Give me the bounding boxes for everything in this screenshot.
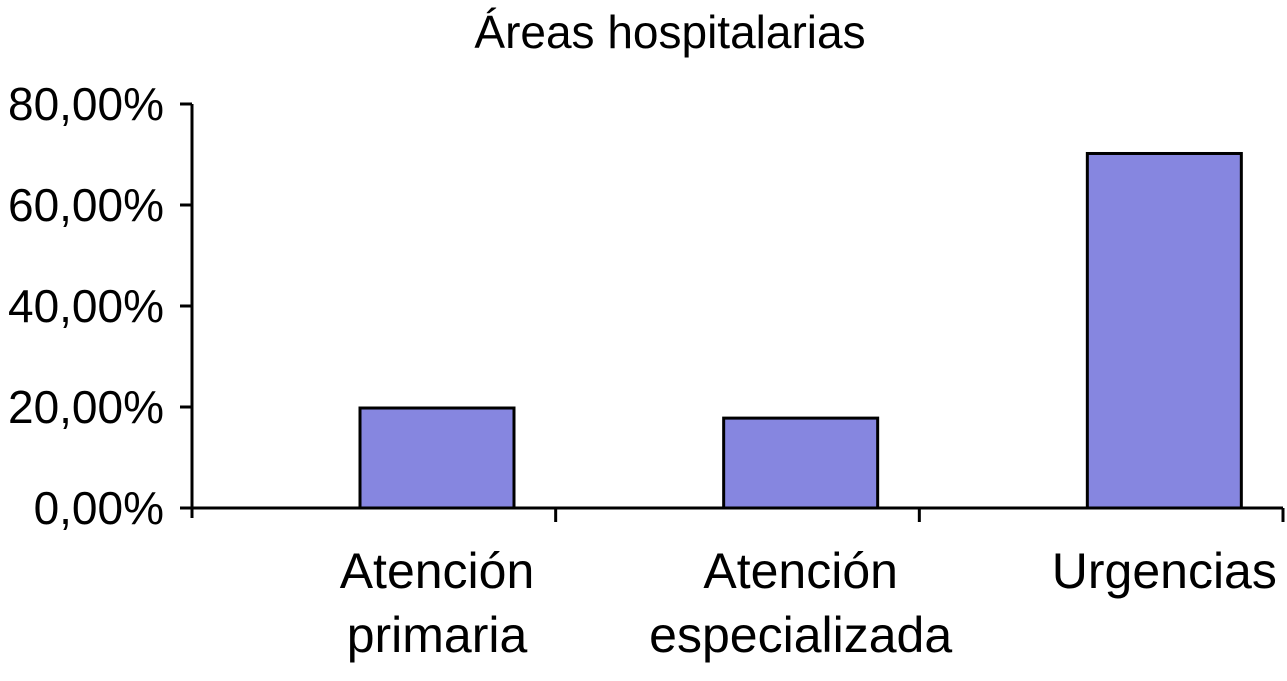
- y-tick-label: 80,00%: [8, 78, 164, 130]
- chart-title: Áreas hospitalarias: [474, 6, 865, 58]
- x-axis-ticks: Atención primaria Atención especializada Urg…: [340, 508, 1285, 663]
- bars: [358, 151, 1243, 510]
- y-tick-label: 0,00%: [34, 482, 164, 534]
- y-tick-label: 40,00%: [8, 280, 164, 332]
- y-tick-label: 60,00%: [8, 179, 164, 231]
- x-tick-label: Atención primaria: [340, 543, 535, 663]
- x-tick-label: Atención especializada: [649, 543, 952, 663]
- x-tick-label: Urgencias: [1052, 543, 1277, 599]
- bar: [1085, 151, 1243, 510]
- y-tick-label: 20,00%: [8, 381, 164, 433]
- bar: [358, 406, 516, 510]
- bar: [722, 416, 880, 510]
- y-axis-ticks: 0,00% 20,00% 40,00% 60,00% 80,00%: [8, 78, 192, 534]
